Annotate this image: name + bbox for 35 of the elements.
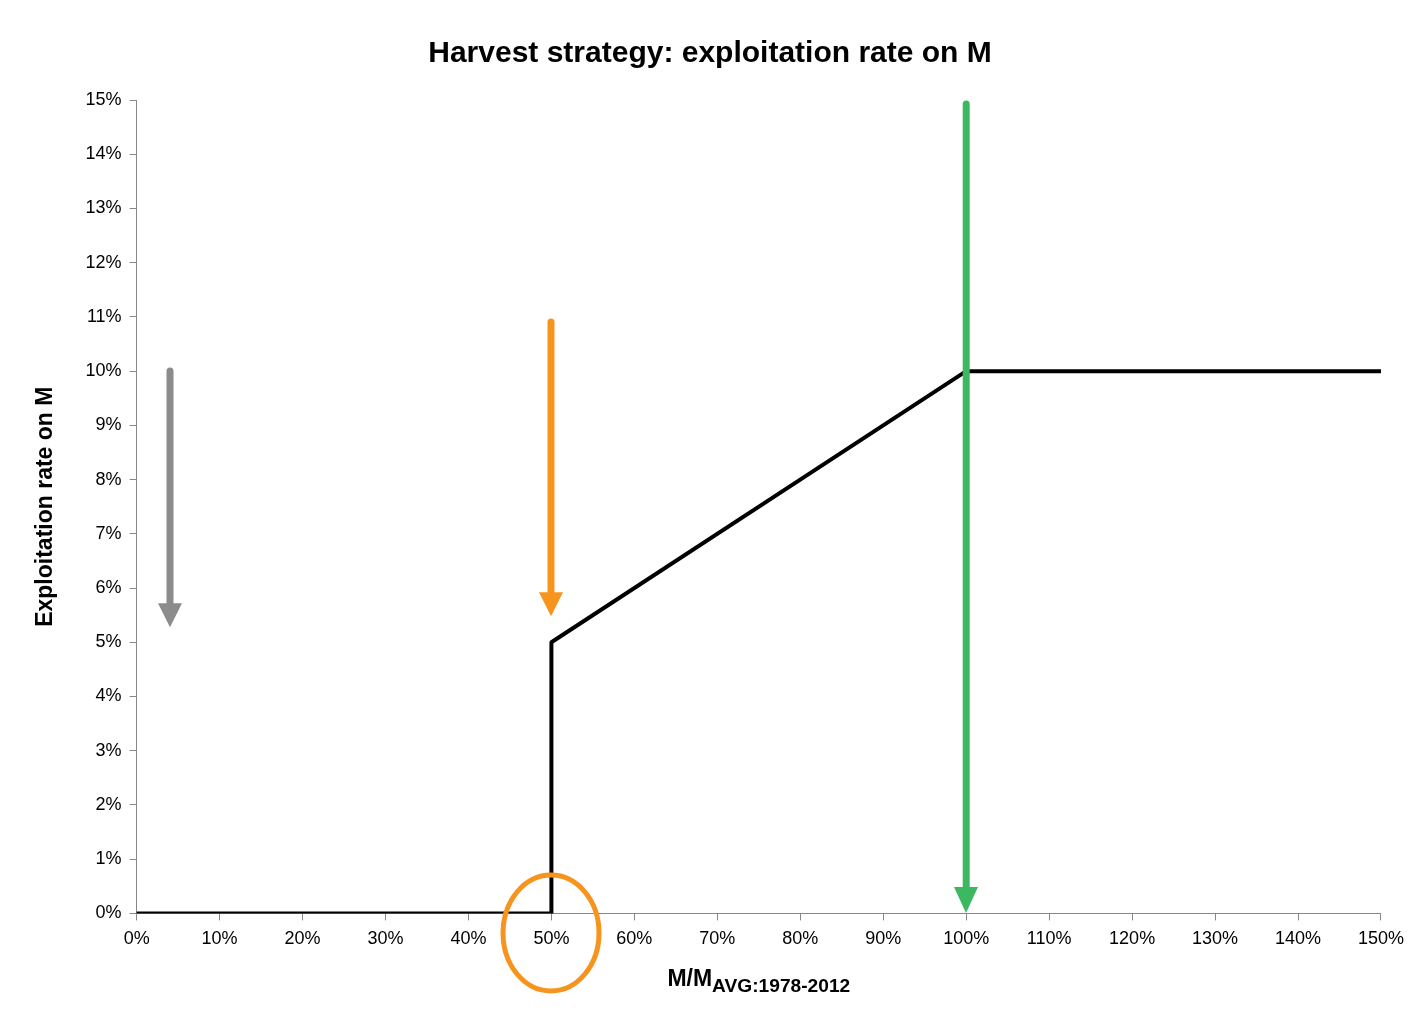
y-tick-label: 10% <box>85 360 122 381</box>
x-tick-label: 40% <box>450 928 487 949</box>
y-tick-label: 6% <box>95 577 122 598</box>
y-tick-label: 14% <box>85 143 122 164</box>
x-tick-label: 60% <box>616 928 653 949</box>
x-tick-label: 110% <box>1026 928 1072 949</box>
chart-title: Harvest strategy: exploitation rate on M <box>428 35 992 69</box>
x-tick-label: 120% <box>1109 928 1156 949</box>
x-tick-label: 30% <box>367 928 404 949</box>
x-tick-label: 150% <box>1357 928 1404 949</box>
y-axis-title: Exploitation rate on M <box>31 386 58 627</box>
x-tick-label: 80% <box>782 928 819 949</box>
x-axis-title: M/M$_{AVG:1978-2012}$ <box>666 965 852 997</box>
y-tick-label: 3% <box>95 739 122 760</box>
x-tick-label: 100% <box>943 928 990 949</box>
y-tick-label: 4% <box>95 685 122 706</box>
y-tick-label: 7% <box>95 522 122 543</box>
y-tick-label: 12% <box>85 251 122 272</box>
y-tick-label: 5% <box>95 631 122 652</box>
y-tick-label: 11% <box>86 305 122 326</box>
x-tick-label: 140% <box>1275 928 1322 949</box>
y-tick-label: 9% <box>95 414 122 435</box>
y-tick-label: 8% <box>95 468 122 489</box>
y-tick-label: 0% <box>95 902 122 923</box>
y-tick-label: 1% <box>95 848 122 869</box>
y-tick-label: 15% <box>85 88 122 109</box>
x-tick-label: 0% <box>123 928 150 949</box>
x-tick-label: 90% <box>865 928 902 949</box>
x-tick-label: 20% <box>284 928 321 949</box>
x-tick-label: 130% <box>1192 928 1239 949</box>
x-tick-label: 10% <box>201 928 238 949</box>
y-tick-label: 13% <box>85 197 122 218</box>
y-tick-label: 2% <box>95 793 122 814</box>
x-tick-label: 50% <box>533 928 570 949</box>
x-tick-label: 70% <box>699 928 736 949</box>
